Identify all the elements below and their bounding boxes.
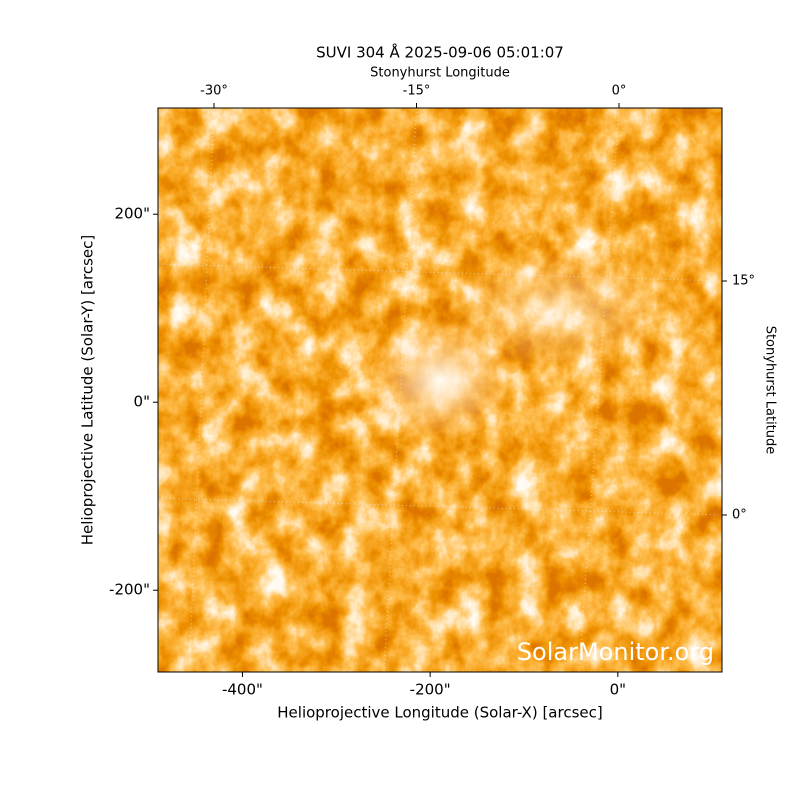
y-axis-label: Helioprojective Latitude (Solar-Y) [arcs… [79,235,97,545]
x-tick-label: -200" [410,681,451,699]
top-axis-label: Stonyhurst Longitude [370,66,510,81]
y-tick-label: -200" [109,581,150,599]
right-axis-label: Stonyhurst Latitude [763,326,778,455]
x-axis-label: Helioprojective Longitude (Solar-X) [arc… [277,704,602,722]
lon-tick-label: 0° [612,84,627,99]
y-tick-label: 0" [134,393,150,411]
y-tick-label: 200" [114,205,150,223]
x-tick-label: 0" [610,681,626,699]
x-tick-label: -400" [222,681,263,699]
watermark: SolarMonitor.org [517,638,714,666]
bright-region [370,320,510,440]
lat-tick-label: 0° [732,508,747,523]
lat-tick-label: 15° [732,274,755,289]
solar-image [158,108,722,672]
lon-tick-label: -15° [403,84,431,99]
chart-title: SUVI 304 Å 2025-09-06 05:01:07 [316,43,564,62]
plot-frame [157,107,723,673]
bright-region [450,250,670,370]
lon-tick-label: -30° [200,84,228,99]
